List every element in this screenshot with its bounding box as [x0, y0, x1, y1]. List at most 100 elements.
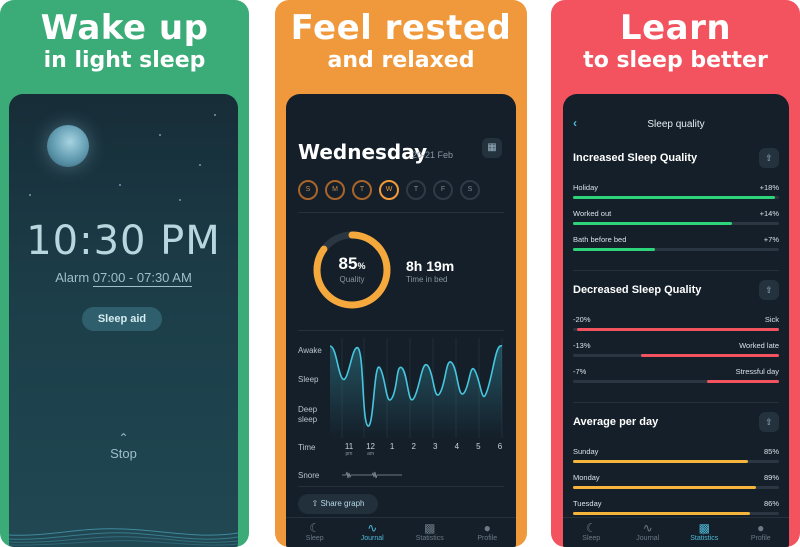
sleep-graph[interactable]	[330, 338, 505, 438]
alarm-range[interactable]: 07:00 - 07:30 AM	[92, 270, 192, 287]
time-axis: 11 pm 12 am 1 2 3 4 5 6	[342, 442, 507, 457]
bar-chart-icon: ▩	[698, 521, 710, 535]
time-tick-hour: 3	[433, 442, 438, 451]
week-day-2[interactable]: T	[352, 180, 372, 200]
stat-row-value: 86%	[763, 499, 779, 508]
stat-row[interactable]: Tuesday 86%	[573, 499, 779, 519]
time-tick-hour: 2	[411, 442, 416, 451]
stat-bar-track	[573, 512, 779, 515]
time-tick: 1	[385, 442, 399, 457]
star-icon	[119, 184, 121, 186]
promo-panel-feel-rested: Feel rested and relaxed Wednesday 20-21 …	[275, 0, 527, 547]
stat-row[interactable]: Worked out +14%	[573, 209, 779, 229]
week-day-0[interactable]: S	[298, 180, 318, 200]
panel-subheadline: to sleep better	[583, 48, 768, 73]
alarm-clock-time: 10:30 PM	[26, 218, 221, 264]
sleep-aid-button[interactable]: Sleep aid	[82, 307, 162, 331]
time-tick-hour: 11	[344, 442, 354, 451]
week-day-1[interactable]: M	[325, 180, 345, 200]
time-in-bed-value: 8h 19m	[406, 258, 455, 274]
time-tick-hour: 12	[366, 442, 376, 451]
quality-ring	[313, 231, 391, 309]
divider	[298, 212, 504, 213]
panel-headline: Learn	[619, 8, 732, 48]
share-icon[interactable]: ⇧	[759, 148, 779, 168]
graph-label-deep-2: sleep	[298, 415, 318, 424]
stat-row-label: -7%	[573, 367, 587, 376]
share-graph-label: Share graph	[320, 499, 365, 508]
time-tick: 2	[407, 442, 421, 457]
stat-bar-track	[573, 196, 779, 199]
stat-row[interactable]: Sunday 85%	[573, 447, 779, 467]
calendar-icon: ▦	[487, 142, 497, 153]
week-day-4[interactable]: T	[406, 180, 426, 200]
stat-row-value: Worked late	[739, 341, 779, 350]
calendar-button[interactable]: ▦	[482, 138, 502, 158]
graph-label-sleep: Sleep	[298, 375, 319, 384]
stat-row-value: 89%	[763, 473, 779, 482]
share-icon[interactable]: ⇧	[759, 412, 779, 432]
star-icon	[214, 114, 216, 116]
sound-waves-graphic	[9, 528, 238, 546]
stop-button[interactable]: ⌃ Stop	[9, 432, 238, 461]
time-tick-hour: 4	[454, 442, 460, 451]
stat-row[interactable]: -7% Stressful day	[573, 367, 779, 387]
time-tick-period: pm	[345, 451, 353, 457]
graph-label-time: Time	[298, 443, 316, 452]
pulse-icon: ∿	[367, 521, 378, 535]
share-icon: ⇧	[311, 499, 319, 508]
star-icon	[29, 194, 31, 196]
share-graph-button[interactable]: ⇧ Share graph	[298, 494, 378, 514]
tab-sleep[interactable]: ☾ Sleep	[563, 518, 620, 547]
stat-row[interactable]: Monday 89%	[573, 473, 779, 493]
stat-bar-track	[573, 222, 779, 225]
stop-label: Stop	[110, 446, 137, 461]
tab-label: Sleep	[582, 535, 601, 542]
tab-statistics[interactable]: ▩ Statistics	[401, 518, 459, 547]
promo-panel-learn: Learn to sleep better ‹ Sleep quality ☾ S…	[551, 0, 800, 547]
stat-bar-fill	[573, 222, 732, 225]
stat-bar-fill	[573, 512, 751, 515]
week-day-5[interactable]: F	[433, 180, 453, 200]
stat-bar-fill	[640, 354, 779, 357]
divider	[298, 330, 504, 331]
time-tick: 4	[450, 442, 464, 457]
stat-row-value: +14%	[759, 209, 779, 218]
bar-chart-icon: ▩	[424, 521, 436, 535]
week-day-3[interactable]: W	[379, 180, 399, 200]
stat-row-label: -13%	[573, 341, 591, 350]
share-icon[interactable]: ⇧	[759, 280, 779, 300]
stat-row[interactable]: Holiday +18%	[573, 183, 779, 203]
graph-label-snore: Snore	[298, 471, 320, 480]
stat-row-label: Monday	[573, 473, 600, 482]
week-day-6[interactable]: S	[460, 180, 480, 200]
stat-row-label: Bath before bed	[573, 235, 627, 244]
alarm-window[interactable]: Alarm 07:00 - 07:30 AM	[9, 270, 238, 287]
stat-bar-track	[573, 248, 779, 251]
tab-profile[interactable]: ● Profile	[459, 518, 517, 547]
stat-row[interactable]: -13% Worked late	[573, 341, 779, 361]
time-in-bed-label: Time in bed	[406, 275, 448, 284]
tab-statistics[interactable]: ▩ Statistics	[676, 518, 733, 547]
journal-day-title: Wednesday	[298, 140, 428, 164]
stat-row[interactable]: -20% Sick	[573, 315, 779, 335]
tab-bar: ☾ Sleep ∿ Journal ▩ Statistics ● Profile	[563, 517, 789, 547]
tab-sleep[interactable]: ☾ Sleep	[286, 518, 344, 547]
stat-row-value: +7%	[763, 235, 779, 244]
tab-profile[interactable]: ● Profile	[733, 518, 790, 547]
panel-subheadline: in light sleep	[43, 48, 206, 73]
person-icon: ●	[757, 521, 765, 535]
tab-journal[interactable]: ∿ Journal	[344, 518, 402, 547]
tab-journal[interactable]: ∿ Journal	[620, 518, 677, 547]
alarm-label: Alarm	[55, 270, 90, 285]
stat-row-value: Stressful day	[735, 367, 779, 376]
stat-row-label: Sunday	[573, 447, 599, 456]
star-icon	[159, 134, 161, 136]
quality-percent: 85%	[326, 254, 378, 274]
time-tick: 3	[428, 442, 442, 457]
screen-title: Sleep quality	[647, 119, 705, 130]
stat-row[interactable]: Bath before bed +7%	[573, 235, 779, 255]
stat-bar-track	[573, 460, 779, 463]
back-chevron-icon[interactable]: ‹	[573, 116, 577, 130]
